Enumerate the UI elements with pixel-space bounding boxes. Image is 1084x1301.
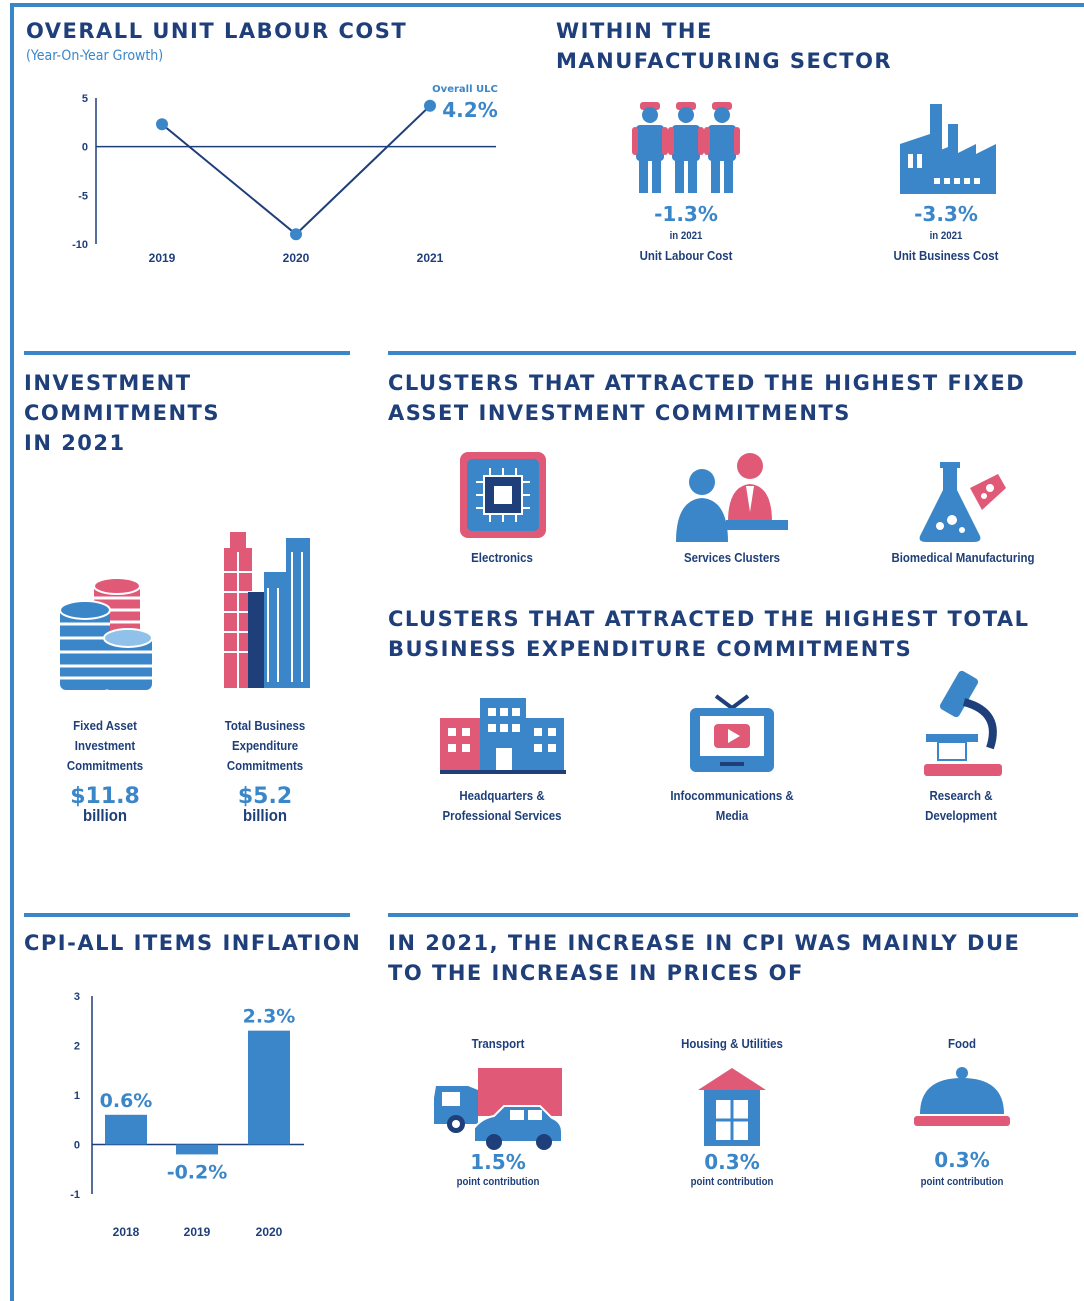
cpi-bar-chart: 3 2 1 0 -1 0.6% 2018 -0.2% 2019 2.3% 2020 — [70, 991, 304, 1239]
cpi-y-tick-label: 1 — [74, 1090, 80, 1102]
ulc-mfg-label: Unit Labour Cost — [639, 248, 733, 263]
fai-unit: billion — [82, 806, 128, 825]
rnd-label: Research & Development — [925, 788, 997, 823]
service-people-icon — [676, 453, 788, 542]
television-icon — [690, 694, 774, 772]
cpi-title: CPI-ALL ITEMS INFLATION — [24, 931, 362, 955]
electronics-label: Electronics — [471, 550, 533, 565]
ulc-data-point — [424, 99, 436, 112]
ulc-x-tick-label: 2019 — [149, 251, 176, 265]
fai-clusters-title: CLUSTERS THAT ATTRACTED THE HIGHEST FIXE… — [388, 371, 1026, 425]
divider-fai-clusters — [388, 351, 1076, 355]
ubc-mfg-label: Unit Business Cost — [893, 248, 999, 263]
transport-label: Transport — [471, 1036, 525, 1051]
microchip-icon — [460, 452, 546, 538]
cpi-y-tick-label: -1 — [70, 1189, 80, 1201]
ubc-mfg-year: in 2021 — [929, 230, 963, 242]
microscope-icon — [924, 670, 1002, 776]
frame-top-border — [10, 3, 1084, 7]
cpi-data-label: 0.6% — [100, 1090, 153, 1112]
ubc-mfg-value: -3.3% — [914, 202, 978, 226]
office-buildings-icon — [440, 698, 566, 774]
fai-value: $11.8 — [70, 784, 140, 809]
transport-note: point contribution — [456, 1176, 540, 1188]
cpi-bar — [248, 1030, 290, 1145]
investment-title: INVESTMENT COMMITMENTS IN 2021 — [24, 371, 220, 455]
ulc-y-tick-label: -10 — [72, 239, 88, 251]
food-note: point contribution — [920, 1176, 1004, 1188]
ulc-y-tick-label: 5 — [82, 93, 88, 105]
fai-label: Fixed Asset Investment Commitments — [66, 718, 144, 773]
divider-investment — [24, 351, 350, 355]
flask-icon — [919, 462, 1006, 542]
ulc-title: OVERALL UNIT LABOUR COST — [26, 19, 408, 43]
divider-cpi — [24, 913, 350, 917]
ulc-annotation-value: 4.2% — [442, 98, 498, 122]
tbe-clusters-title: CLUSTERS THAT ATTRACTED THE HIGHEST TOTA… — [388, 607, 1030, 661]
ulc-subtitle: (Year-On-Year Growth) — [26, 48, 164, 64]
hq-label: Headquarters & Professional Services — [442, 788, 562, 823]
cpi-drivers-title: IN 2021, THE INCREASE IN CPI WAS MAINLY … — [388, 931, 1021, 985]
food-value: 0.3% — [934, 1148, 990, 1172]
tbe-label: Total Business Expenditure Commitments — [224, 718, 306, 773]
ulc-x-tick-label: 2021 — [417, 251, 444, 265]
ulc-data-point — [290, 228, 302, 241]
skyscrapers-icon — [224, 532, 310, 688]
ulc-line-chart: 5 0 -5 -10 2019 2020 2021 — [72, 93, 496, 265]
food-label: Food — [948, 1036, 976, 1051]
workers-icon — [632, 102, 740, 193]
frame-left-border — [10, 3, 14, 1301]
tbe-value: $5.2 — [237, 784, 293, 809]
cpi-data-label: -0.2% — [167, 1161, 228, 1183]
divider-cpi-drivers — [388, 913, 1078, 917]
factory-icon — [900, 104, 996, 194]
cpi-data-label: 2.3% — [243, 1006, 296, 1028]
housing-label: Housing & Utilities — [681, 1036, 783, 1051]
services-clusters-label: Services Clusters — [683, 550, 781, 565]
food-cloche-icon — [914, 1067, 1010, 1126]
truck-car-icon — [434, 1068, 563, 1150]
cpi-x-tick-label: 2019 — [184, 1225, 211, 1239]
housing-value: 0.3% — [704, 1150, 760, 1174]
cpi-y-tick-label: 3 — [74, 991, 80, 1003]
infocomm-label: Infocommunications & Media — [670, 788, 794, 823]
cpi-x-tick-label: 2018 — [113, 1225, 140, 1239]
house-icon — [698, 1068, 766, 1146]
cpi-y-tick-label: 0 — [74, 1140, 80, 1152]
ulc-data-point — [156, 118, 168, 131]
ulc-annotation-label: Overall ULC — [432, 84, 498, 95]
housing-note: point contribution — [690, 1176, 774, 1188]
cpi-x-tick-label: 2020 — [256, 1225, 283, 1239]
manufacturing-title: WITHIN THE MANUFACTURING SECTOR — [556, 19, 893, 73]
ulc-x-tick-label: 2020 — [283, 251, 310, 265]
ulc-y-tick-label: 0 — [82, 142, 88, 154]
cpi-bar — [105, 1114, 147, 1145]
ulc-y-tick-label: -5 — [78, 190, 88, 202]
cpi-bar — [176, 1144, 218, 1155]
tbe-unit: billion — [242, 806, 288, 825]
transport-value: 1.5% — [470, 1150, 526, 1174]
coin-stacks-icon — [59, 577, 153, 690]
cpi-y-tick-label: 2 — [74, 1041, 80, 1053]
ulc-mfg-year: in 2021 — [669, 230, 703, 242]
biomedical-label: Biomedical Manufacturing — [891, 550, 1035, 565]
ulc-mfg-value: -1.3% — [654, 202, 718, 226]
